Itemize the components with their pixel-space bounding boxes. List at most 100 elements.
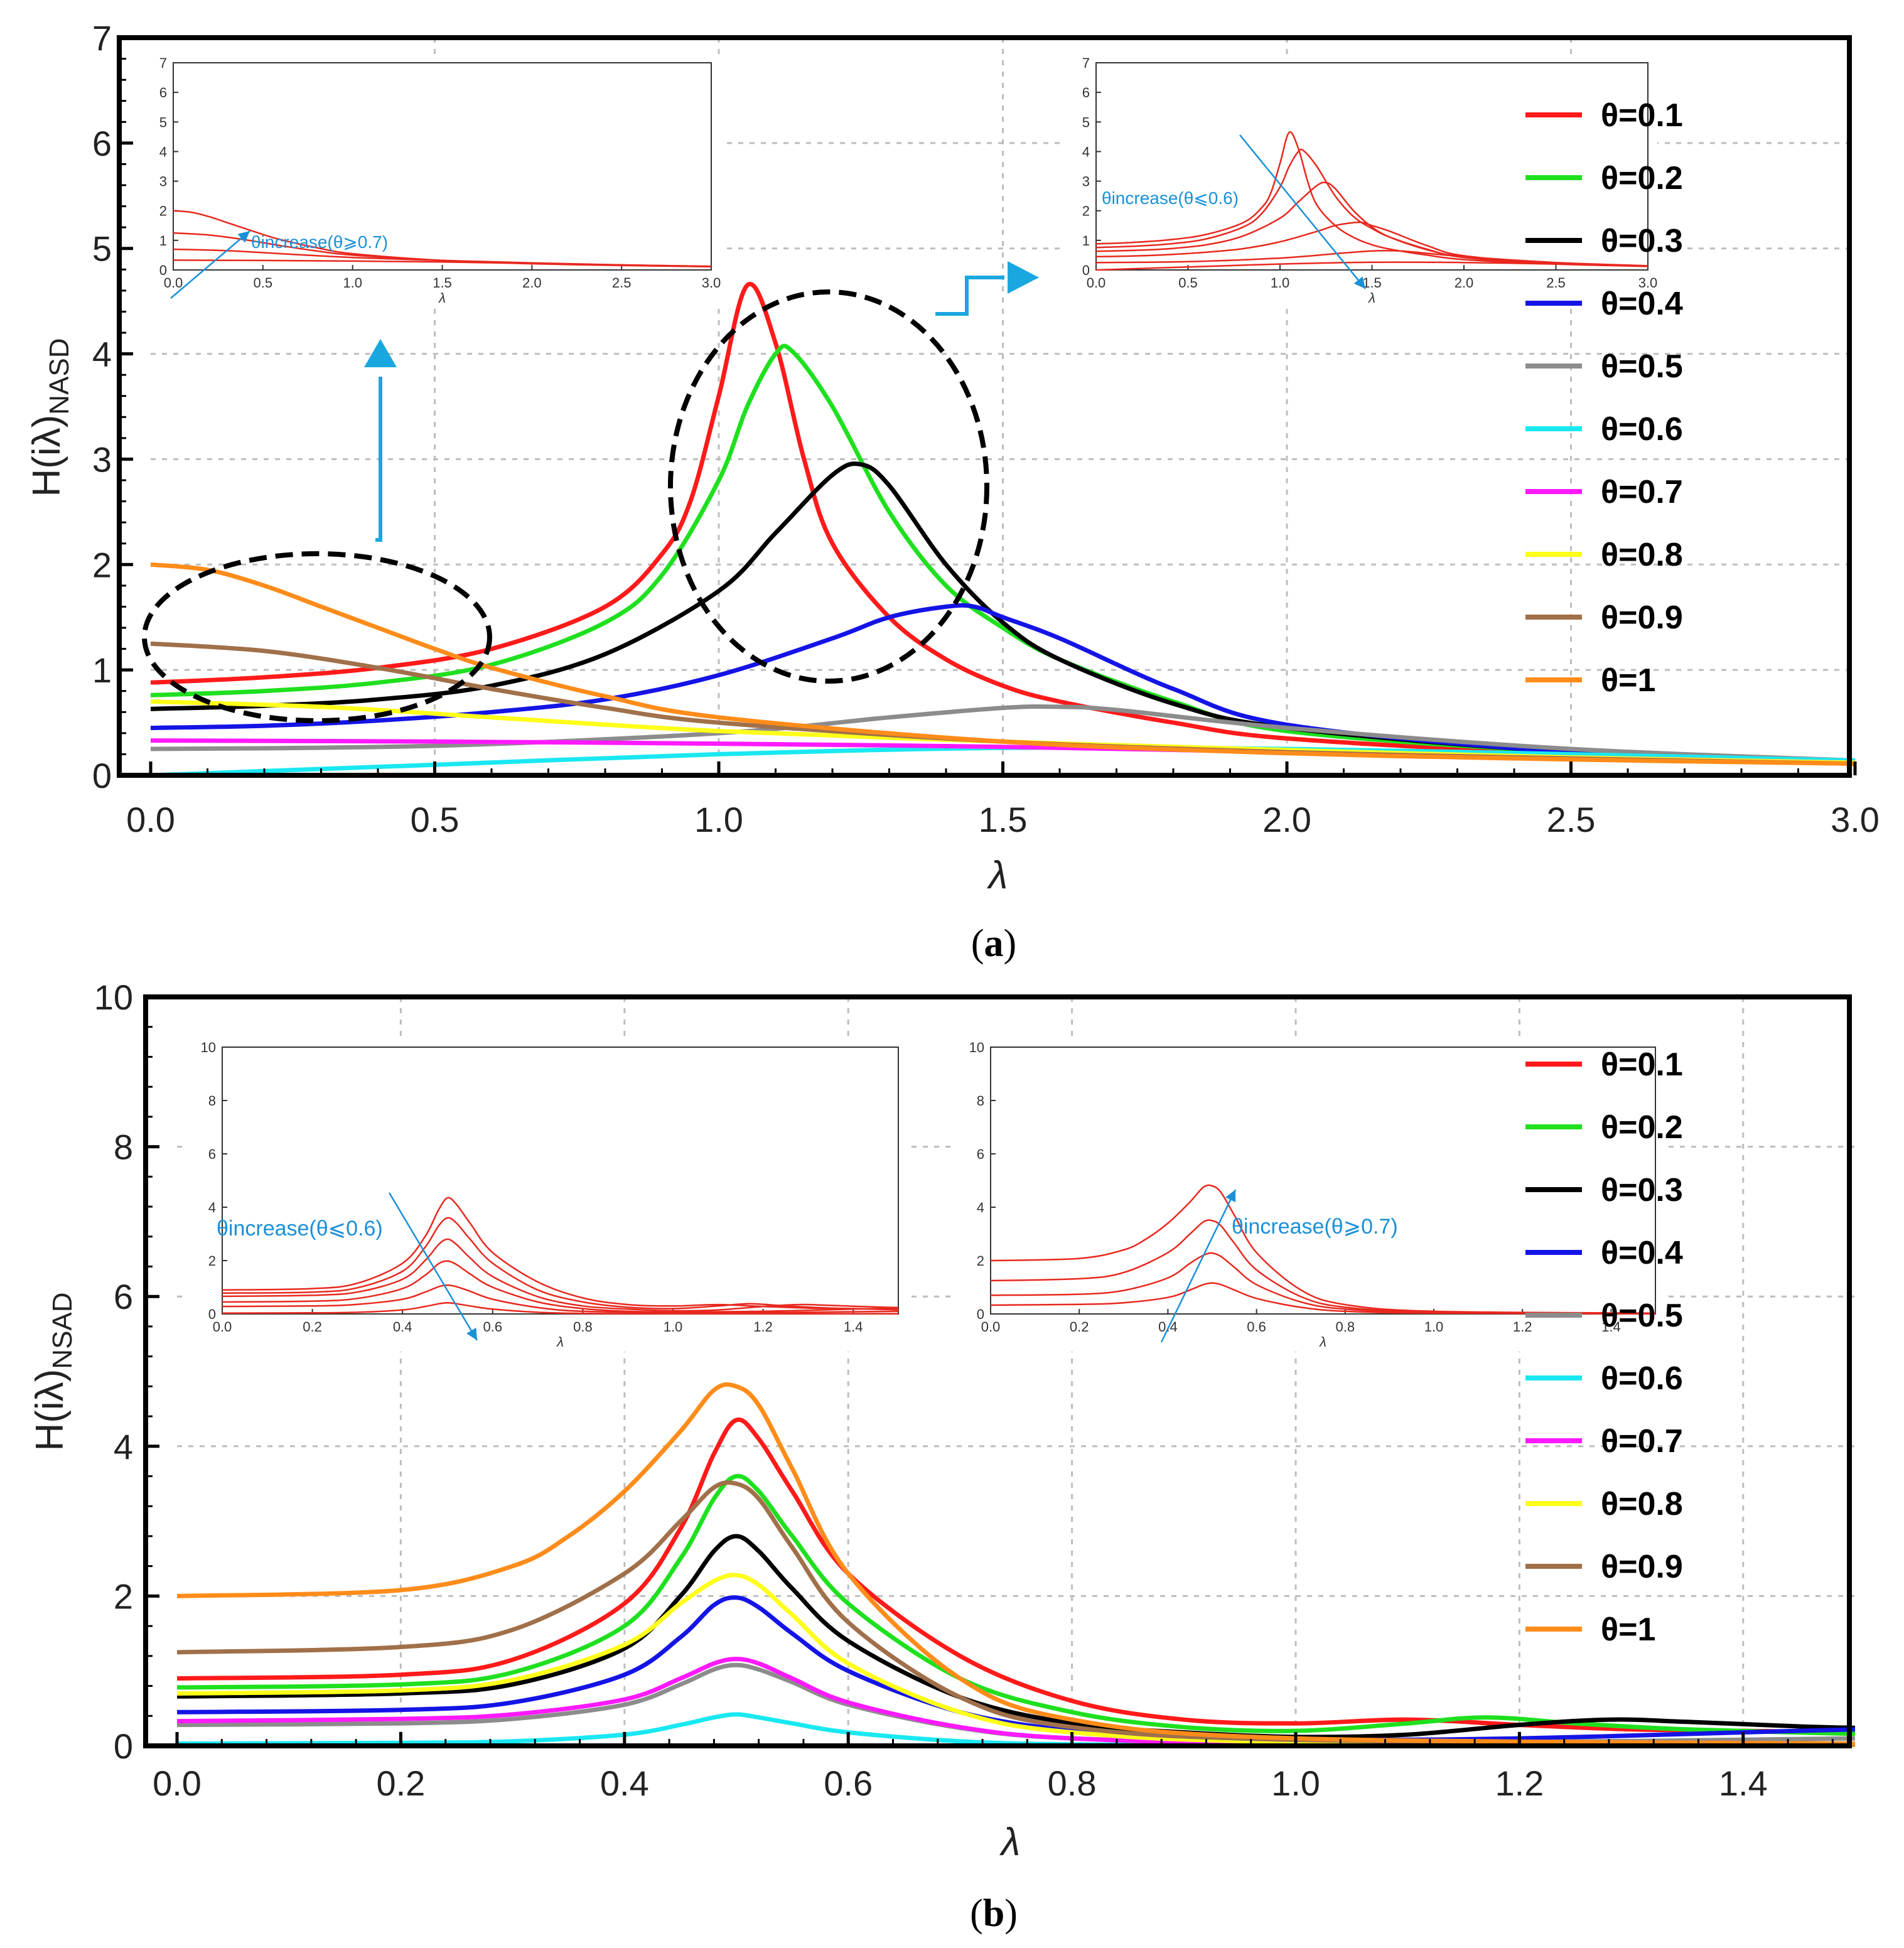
inset-curve bbox=[222, 1238, 899, 1312]
inset-y-tick-label: 0 bbox=[208, 1306, 216, 1322]
inset-right: 0.0 0.5 1.0 1.5 2.0 2.5 3.001234567λθincrease(… bbox=[1060, 55, 1657, 308]
inset-x-tick-label: 1.2 bbox=[1513, 1319, 1532, 1335]
arrow-to-right-inset bbox=[935, 261, 1039, 316]
inset-y-tick-label: 2 bbox=[1082, 203, 1090, 219]
inset-x-tick-label: 0.8 bbox=[1336, 1319, 1355, 1335]
inset-y-tick-label: 2 bbox=[977, 1253, 984, 1269]
series-line-θ=0.4 bbox=[176, 1595, 1856, 1743]
inset-frame bbox=[990, 1047, 1656, 1315]
plot-frame bbox=[143, 994, 1852, 1748]
y-axis-title-sub: NASD bbox=[44, 338, 75, 414]
inset-y-tick-label: 4 bbox=[1082, 144, 1090, 159]
x-tick-label: 0.5 bbox=[411, 800, 460, 839]
y-tick-label: 7 bbox=[92, 18, 112, 58]
inset-curve bbox=[990, 1282, 1656, 1315]
inset-x-tick-label: 2.0 bbox=[522, 275, 542, 291]
axis-ticks: 0.0 0.5 1.0 1.5 2.0 2.5 3.0 0 1 2 3 4 5 6 7 bbox=[92, 18, 1880, 839]
inset-x-tick-label: 0.6 bbox=[483, 1319, 503, 1335]
annotation-text: θincrease(θ⩽0.6) bbox=[1102, 188, 1239, 208]
inset-x-tick-label: 3.0 bbox=[1638, 275, 1658, 291]
legend-label: θ=0.2 bbox=[1601, 1109, 1683, 1146]
inset-curve bbox=[222, 1260, 899, 1313]
annotation-arrowhead bbox=[1353, 276, 1365, 289]
legend-label: θ=0.3 bbox=[1601, 223, 1683, 259]
annotation-arrowhead bbox=[1225, 1190, 1236, 1203]
inset-curve bbox=[222, 1301, 898, 1315]
inset-x-tick-label: 3.0 bbox=[702, 275, 721, 291]
annotation-arrowhead bbox=[466, 1327, 477, 1340]
y-axis-title-main: H(iλ) bbox=[25, 415, 68, 497]
inset-x-tick-label: 2.0 bbox=[1455, 275, 1474, 291]
inset-x-tick-label: 1.0 bbox=[1424, 1319, 1444, 1335]
inset-y-tick-label: 6 bbox=[977, 1146, 984, 1162]
inset-x-tick-label: 0.4 bbox=[393, 1319, 412, 1335]
x-tick-label: 1.2 bbox=[1495, 1763, 1544, 1803]
inset-left: 0.0 0.2 0.4 0.6 0.8 1.0 1.2 1.4 0 2 4 6 8 10 λ θincreas… bbox=[186, 1040, 908, 1352]
y-tick-label: 0 bbox=[114, 1726, 133, 1766]
y-tick-label: 0 bbox=[92, 756, 112, 795]
legend-label: θ=0.5 bbox=[1601, 348, 1683, 385]
inset-y-tick-label: 7 bbox=[159, 55, 167, 71]
x-tick-label: 2.0 bbox=[1262, 800, 1311, 839]
y-axis-title: H(iλ)NASD bbox=[25, 338, 75, 497]
inset-y-tick-label: 3 bbox=[1082, 174, 1090, 190]
inset-curve bbox=[1095, 131, 1649, 267]
inset-y-tick-label: 2 bbox=[159, 203, 167, 219]
inset-x-tick-label: 0.0 bbox=[213, 1319, 232, 1335]
legend-label: θ=1 bbox=[1601, 1612, 1655, 1648]
y-tick-label: 6 bbox=[92, 124, 112, 163]
inset-y-tick-label: 6 bbox=[1082, 85, 1090, 100]
inset-x-tick-label: 1.2 bbox=[753, 1319, 773, 1335]
x-axis-title: λ bbox=[987, 854, 1008, 897]
inset-curve bbox=[990, 1252, 1656, 1315]
x-tick-label: 1.4 bbox=[1719, 1763, 1768, 1803]
inset-y-tick-label: 10 bbox=[201, 1040, 216, 1055]
inset-x-tick-label: 1.4 bbox=[1601, 1319, 1621, 1335]
panel-caption-letter: a bbox=[984, 922, 1004, 965]
arrow-to-left-inset bbox=[364, 339, 397, 542]
inset-y-tick-label: 7 bbox=[1082, 55, 1090, 71]
legend-label: θ=0.4 bbox=[1601, 1235, 1683, 1271]
inset-x-tick-label: 1.0 bbox=[1271, 275, 1290, 291]
inset-curve bbox=[222, 1217, 899, 1311]
legend-label: θ=0.6 bbox=[1601, 411, 1683, 448]
inset-x-tick-label: 1.5 bbox=[433, 275, 452, 291]
annotation-arrow bbox=[1239, 134, 1366, 289]
y-axis-title-main: H(iλ) bbox=[28, 1369, 72, 1451]
annotation-text: θincrease(θ⩾0.7) bbox=[1232, 1215, 1398, 1239]
grid bbox=[151, 38, 1855, 775]
inset-y-tick-label: 6 bbox=[208, 1146, 216, 1162]
inset-x-tick-label: 0.2 bbox=[1070, 1319, 1089, 1335]
x-tick-label: 0.2 bbox=[376, 1763, 425, 1803]
y-tick-label: 3 bbox=[92, 439, 112, 479]
y-tick-label: 4 bbox=[114, 1427, 133, 1466]
legend-label: θ=0.5 bbox=[1601, 1298, 1683, 1334]
y-tick-label: 4 bbox=[92, 335, 112, 374]
inset-curve bbox=[1095, 261, 1649, 271]
legend-label: θ=0.2 bbox=[1601, 160, 1683, 196]
y-tick-label: 6 bbox=[114, 1277, 133, 1316]
legend-label: θ=0.8 bbox=[1601, 1486, 1683, 1522]
inset-x-tick-label: 0.6 bbox=[1247, 1319, 1266, 1335]
x-tick-label: 3.0 bbox=[1831, 800, 1880, 839]
legend-label: θ=0.3 bbox=[1601, 1172, 1683, 1208]
y-tick-label: 5 bbox=[92, 229, 112, 269]
panel-caption: (b) bbox=[970, 1892, 1018, 1935]
inset-frame bbox=[222, 1047, 899, 1315]
y-tick-label: 2 bbox=[114, 1576, 133, 1616]
inset-y-tick-label: 8 bbox=[208, 1093, 216, 1109]
legend-label: θ=0.9 bbox=[1601, 600, 1683, 636]
inset-x-tick-label: 0.5 bbox=[1178, 275, 1198, 291]
y-tick-label: 8 bbox=[114, 1127, 133, 1167]
inset-y-tick-label: 4 bbox=[159, 144, 167, 159]
inset-y-tick-label: 0 bbox=[159, 262, 167, 278]
inset-y-tick-label: 3 bbox=[159, 174, 167, 190]
legend-label: θ=0.9 bbox=[1601, 1549, 1683, 1585]
inset-curve bbox=[173, 210, 712, 268]
inset-left: 0.0 0.5 1.0 1.5 2.0 2.5 3.0 0 1 2 3 4 5 6 7 λ θincrease(… bbox=[137, 55, 721, 308]
inset-y-tick-label: 1 bbox=[159, 233, 167, 249]
series-line-θ=0.1 bbox=[150, 281, 1856, 765]
legend-label: θ=0.8 bbox=[1601, 537, 1683, 573]
